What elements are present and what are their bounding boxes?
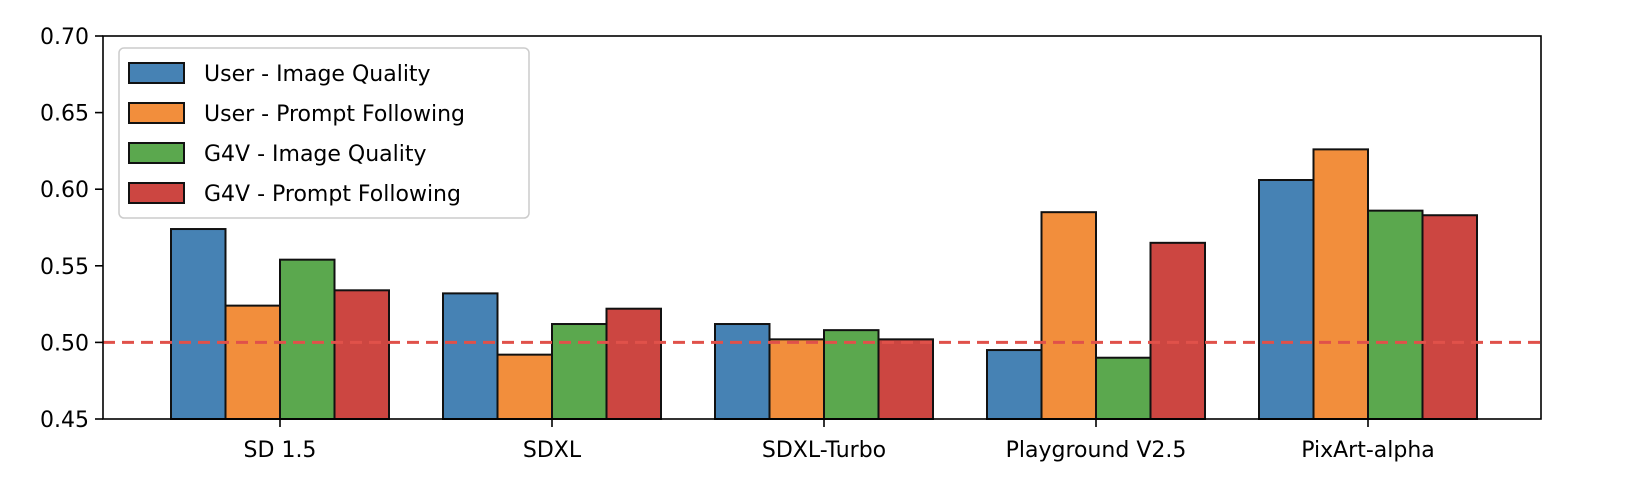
bar-1-1 — [496, 353, 553, 420]
bar-1-3 — [605, 307, 662, 421]
y-tick-label-0: 0.45 — [40, 408, 89, 433]
bar-1-0 — [442, 292, 499, 421]
bar-0-0 — [170, 228, 227, 420]
y-tick-label-5: 0.70 — [40, 25, 89, 50]
bar-3-0 — [986, 349, 1043, 420]
legend-swatch-3 — [128, 182, 185, 204]
y-tick-label-1: 0.50 — [40, 331, 89, 356]
legend-label-1: User - Prompt Following — [204, 102, 465, 127]
legend-label-0: User - Image Quality — [204, 62, 431, 87]
bar-3-3 — [1149, 241, 1206, 420]
bar-4-2 — [1367, 209, 1424, 420]
bar-2-0 — [714, 323, 771, 420]
bar-0-1 — [224, 304, 281, 421]
bars-layer — [170, 148, 1478, 421]
legend-label-2: G4V - Image Quality — [204, 142, 427, 167]
bar-3-2 — [1095, 356, 1152, 420]
bar-1-2 — [551, 323, 608, 420]
legend-swatch-0 — [128, 62, 185, 84]
axes-layer: 0.45 0.50 0.55 0.60 0.65 0.70 SD 1.5 SDXL SDXL-T… — [40, 25, 1542, 463]
legend: User - Image Quality User - Prompt Follow… — [118, 47, 530, 219]
x-tick-label-4: PixArt-alpha — [1301, 438, 1435, 463]
bar-3-1 — [1040, 211, 1097, 420]
y-tick-label-3: 0.60 — [40, 178, 89, 203]
bar-4-3 — [1421, 214, 1478, 420]
y-tick-label-2: 0.55 — [40, 255, 89, 280]
bar-4-1 — [1312, 148, 1369, 420]
legend-box — [118, 47, 530, 219]
legend-label-3: G4V - Prompt Following — [204, 182, 461, 207]
y-tick-label-4: 0.65 — [40, 102, 89, 127]
legend-swatch-2 — [128, 142, 185, 164]
x-tick-label-2: SDXL-Turbo — [762, 438, 886, 463]
bar-0-2 — [279, 258, 336, 421]
bar-2-1 — [768, 338, 825, 420]
x-tick-label-3: Playground V2.5 — [1006, 438, 1187, 463]
bar-4-0 — [1258, 179, 1315, 420]
bar-2-3 — [877, 338, 934, 420]
bar-0-3 — [333, 289, 390, 420]
x-tick-label-0: SD 1.5 — [244, 438, 317, 463]
legend-swatch-1 — [128, 102, 185, 124]
plot-frame — [102, 35, 1542, 420]
x-tick-label-1: SDXL — [523, 438, 582, 463]
